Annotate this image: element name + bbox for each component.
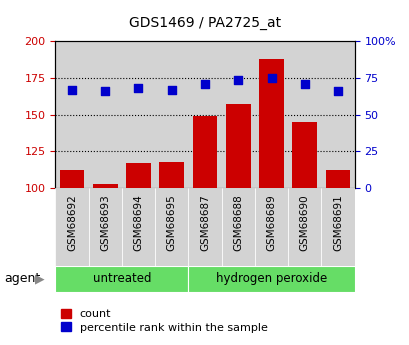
Text: ▶: ▶ bbox=[35, 272, 44, 285]
FancyBboxPatch shape bbox=[221, 188, 254, 269]
Text: untreated: untreated bbox=[92, 272, 151, 285]
Bar bbox=[321, 41, 354, 188]
Bar bbox=[126, 163, 151, 188]
Bar bbox=[292, 122, 317, 188]
FancyBboxPatch shape bbox=[155, 188, 188, 269]
Text: GSM68687: GSM68687 bbox=[200, 195, 209, 251]
FancyBboxPatch shape bbox=[254, 188, 288, 269]
Bar bbox=[55, 41, 88, 188]
Text: GSM68693: GSM68693 bbox=[100, 195, 110, 251]
Text: GDS1469 / PA2725_at: GDS1469 / PA2725_at bbox=[128, 16, 281, 30]
Bar bbox=[188, 41, 221, 188]
Bar bbox=[159, 161, 184, 188]
Text: GSM68688: GSM68688 bbox=[233, 195, 243, 251]
Point bbox=[301, 81, 307, 87]
Bar bbox=[192, 116, 217, 188]
FancyBboxPatch shape bbox=[121, 188, 155, 269]
Point bbox=[102, 88, 108, 94]
Bar bbox=[254, 41, 288, 188]
Point bbox=[334, 88, 340, 94]
FancyBboxPatch shape bbox=[321, 188, 354, 269]
Text: GSM68689: GSM68689 bbox=[266, 195, 276, 251]
Bar bbox=[121, 41, 155, 188]
Point bbox=[69, 87, 75, 92]
Bar bbox=[88, 41, 121, 188]
Point bbox=[267, 75, 274, 81]
FancyBboxPatch shape bbox=[288, 188, 321, 269]
Point bbox=[234, 77, 241, 82]
FancyBboxPatch shape bbox=[88, 188, 121, 269]
Point bbox=[201, 81, 208, 87]
Text: GSM68694: GSM68694 bbox=[133, 195, 143, 251]
Text: GSM68695: GSM68695 bbox=[166, 195, 176, 251]
FancyBboxPatch shape bbox=[55, 188, 88, 269]
Point bbox=[168, 87, 175, 92]
FancyBboxPatch shape bbox=[55, 266, 188, 292]
Point bbox=[135, 86, 142, 91]
Bar bbox=[59, 170, 84, 188]
Bar bbox=[225, 105, 250, 188]
FancyBboxPatch shape bbox=[188, 188, 221, 269]
Text: GSM68691: GSM68691 bbox=[332, 195, 342, 251]
Bar bbox=[258, 59, 283, 188]
Bar bbox=[155, 41, 188, 188]
Legend: count, percentile rank within the sample: count, percentile rank within the sample bbox=[61, 309, 267, 333]
Text: agent: agent bbox=[4, 272, 40, 285]
Bar bbox=[92, 184, 117, 188]
Text: hydrogen peroxide: hydrogen peroxide bbox=[216, 272, 326, 285]
Text: GSM68690: GSM68690 bbox=[299, 195, 309, 251]
Bar bbox=[325, 170, 350, 188]
Bar bbox=[288, 41, 321, 188]
Text: GSM68692: GSM68692 bbox=[67, 195, 77, 251]
Bar bbox=[221, 41, 254, 188]
FancyBboxPatch shape bbox=[188, 266, 354, 292]
